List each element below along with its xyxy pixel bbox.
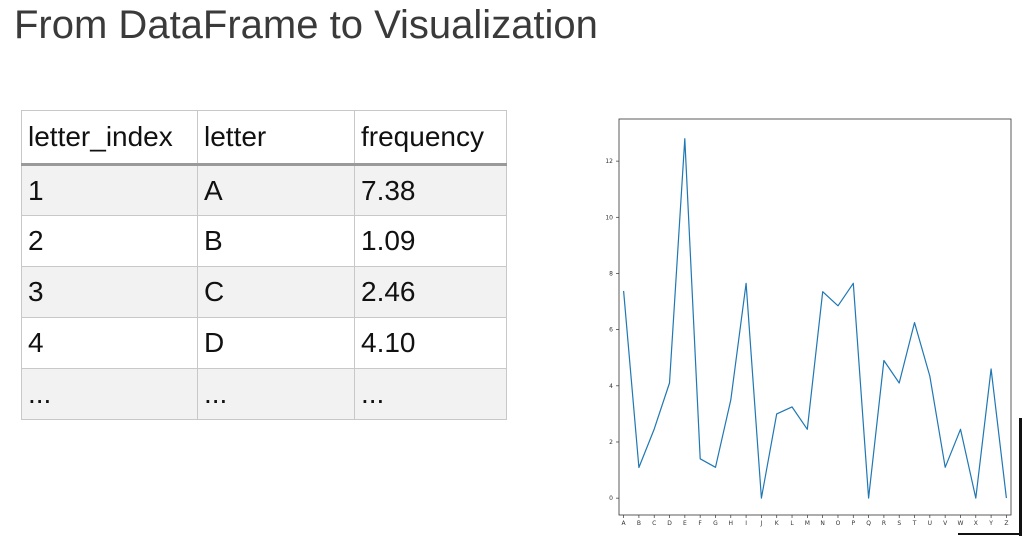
y-tick-label: 0 bbox=[609, 495, 613, 502]
table-cell: ... bbox=[198, 369, 355, 420]
table-cell: 4.10 bbox=[355, 318, 507, 369]
x-tick-label: Z bbox=[1004, 520, 1008, 527]
y-tick-label: 2 bbox=[609, 439, 613, 446]
line-chart: 0 2 4 6 8 10 12 A B C D E F G H I J K L M N O P Q R S T U V W X Y Z bbox=[575, 110, 1024, 536]
x-tick-label: J bbox=[760, 520, 763, 527]
table-cell: A bbox=[198, 165, 355, 216]
table-cell: 4 bbox=[22, 318, 198, 369]
x-tick-label: U bbox=[928, 520, 932, 527]
y-tick-label: 10 bbox=[605, 214, 613, 221]
page-edge-decoration bbox=[958, 533, 1022, 535]
table-cell: 2.46 bbox=[355, 267, 507, 318]
x-tick-label: N bbox=[820, 520, 825, 527]
x-tick-label: L bbox=[790, 520, 794, 527]
table-cell: 1.09 bbox=[355, 216, 507, 267]
table-cell: 7.38 bbox=[355, 165, 507, 216]
x-tick-label: Q bbox=[866, 520, 871, 527]
x-tick-label: D bbox=[667, 520, 672, 527]
x-tick-label: X bbox=[974, 520, 978, 527]
table-cell: 3 bbox=[22, 267, 198, 318]
page-title: From DataFrame to Visualization bbox=[14, 1, 598, 49]
table-header-row: letter_index letter frequency bbox=[22, 111, 507, 165]
x-tick-label: M bbox=[805, 520, 810, 527]
table-row: ... ... ... bbox=[22, 369, 507, 420]
x-tick-label: I bbox=[745, 520, 747, 527]
table-cell: ... bbox=[355, 369, 507, 420]
x-tick-label: E bbox=[683, 520, 687, 527]
x-tick-label: V bbox=[943, 520, 948, 527]
column-header-letter: letter bbox=[198, 111, 355, 165]
x-tick-label: G bbox=[713, 520, 718, 527]
plot-frame bbox=[619, 119, 1011, 515]
x-tick-label: C bbox=[652, 520, 656, 527]
table-row: 4 D 4.10 bbox=[22, 318, 507, 369]
x-tick-label: H bbox=[729, 520, 734, 527]
x-tick-label: W bbox=[958, 520, 964, 527]
dataframe-table: letter_index letter frequency 1 A 7.38 2… bbox=[21, 110, 507, 420]
table-cell: C bbox=[198, 267, 355, 318]
table-cell: 2 bbox=[22, 216, 198, 267]
x-tick-label: S bbox=[897, 520, 901, 527]
x-tick-label: O bbox=[836, 520, 841, 527]
table-row: 1 A 7.38 bbox=[22, 165, 507, 216]
line-chart-container: 0 2 4 6 8 10 12 A B C D E F G H I J K L M N O P Q R S T U V W X Y Z bbox=[575, 110, 1024, 536]
table-cell: D bbox=[198, 318, 355, 369]
column-header-frequency: frequency bbox=[355, 111, 507, 165]
x-tick-label: K bbox=[775, 520, 780, 527]
table-cell: ... bbox=[22, 369, 198, 420]
y-tick-label: 4 bbox=[609, 383, 613, 390]
x-tick-label: A bbox=[622, 520, 627, 527]
y-tick-label: 12 bbox=[605, 158, 613, 165]
x-tick-label: P bbox=[851, 520, 855, 527]
y-tick-label: 6 bbox=[609, 327, 613, 334]
x-tick-label: R bbox=[882, 520, 886, 527]
table-cell: 1 bbox=[22, 165, 198, 216]
table-row: 2 B 1.09 bbox=[22, 216, 507, 267]
x-tick-label: Y bbox=[988, 520, 993, 527]
x-tick-label: T bbox=[912, 520, 917, 527]
x-tick-label: F bbox=[698, 520, 702, 527]
column-header-letter-index: letter_index bbox=[22, 111, 198, 165]
table-row: 3 C 2.46 bbox=[22, 267, 507, 318]
y-tick-label: 8 bbox=[609, 270, 613, 277]
series-line bbox=[624, 139, 1007, 498]
x-tick-label: B bbox=[637, 520, 641, 527]
table-cell: B bbox=[198, 216, 355, 267]
page-edge-decoration bbox=[1019, 418, 1022, 536]
